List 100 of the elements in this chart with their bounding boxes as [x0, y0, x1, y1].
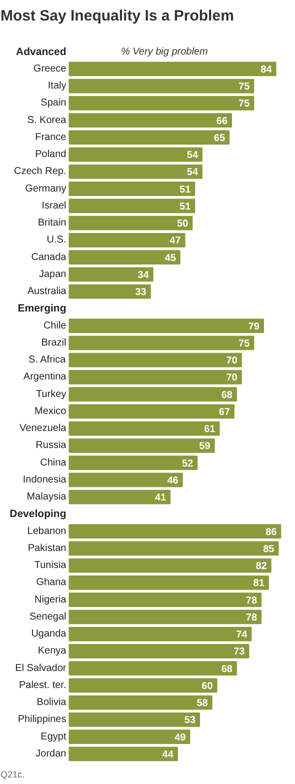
chart-title: Most Say Inequality Is a Problem — [0, 8, 234, 24]
y-tick-label: Spain — [40, 98, 66, 109]
data-label: 78 — [246, 612, 258, 624]
y-tick-label: Pakistan — [28, 542, 66, 554]
bar — [68, 472, 183, 488]
y-tick-label: France — [35, 132, 67, 143]
bar — [68, 130, 230, 145]
y-tick-label: Uganda — [31, 628, 67, 640]
text: Q21c. — [0, 770, 25, 780]
data-label: 60 — [202, 680, 214, 692]
data-label: 46 — [167, 475, 179, 486]
bar — [68, 232, 186, 248]
bar — [68, 438, 215, 453]
bar — [68, 524, 282, 538]
bar — [68, 558, 272, 573]
y-tick-label: S. Korea — [27, 114, 67, 126]
bar — [68, 695, 212, 710]
data-label: 81 — [253, 578, 265, 590]
data-label: 41 — [154, 492, 166, 504]
data-label: 70 — [226, 372, 238, 384]
bar — [68, 96, 254, 110]
bar — [68, 164, 203, 179]
bar — [68, 575, 269, 590]
bar — [68, 250, 180, 264]
data-label: 54 — [186, 167, 198, 178]
y-tick-label: El Salvador — [15, 662, 67, 674]
data-label: 73 — [234, 646, 246, 658]
y-tick-label: U.S. — [46, 234, 66, 246]
bar — [68, 661, 237, 676]
data-label: 33 — [135, 287, 147, 298]
data-label: 85 — [263, 544, 275, 555]
data-label: 51 — [180, 201, 192, 212]
bar — [68, 404, 234, 419]
y-tick-label: Lebanon — [27, 526, 66, 537]
data-label: 47 — [170, 236, 182, 247]
bar — [68, 490, 171, 504]
data-label: 61 — [204, 424, 216, 436]
data-label: 68 — [221, 664, 233, 675]
bar — [68, 678, 218, 693]
bar — [68, 370, 242, 384]
y-tick-label: Nigeria — [34, 594, 67, 606]
data-label: 65 — [214, 132, 226, 144]
data-label: 79 — [248, 321, 260, 332]
data-label: 84 — [260, 64, 272, 76]
chart-subtitle: % Very big problem — [120, 46, 208, 58]
y-tick-label: Argentina — [23, 372, 67, 383]
bar — [68, 62, 276, 76]
y-tick-label: Mexico — [34, 406, 67, 417]
data-label: 53 — [184, 715, 196, 726]
data-label: 78 — [246, 595, 258, 606]
y-tick-label: Turkey — [36, 388, 66, 400]
y-tick-label: Senegal — [30, 611, 66, 622]
y-tick-label: Canada — [31, 252, 67, 263]
data-label: 68 — [221, 390, 233, 401]
bar — [68, 626, 252, 642]
bar — [68, 198, 196, 214]
data-label: 66 — [216, 116, 228, 127]
y-tick-label: Malaysia — [26, 492, 67, 503]
bar — [68, 267, 154, 282]
data-label: 70 — [226, 356, 238, 367]
bar — [68, 284, 151, 299]
bar — [68, 78, 254, 94]
data-label: 52 — [182, 458, 194, 470]
bar — [68, 421, 220, 436]
data-label: 54 — [186, 150, 198, 162]
y-tick-label: Greece — [33, 63, 67, 74]
y-tick-label: Venezuela — [20, 423, 67, 434]
data-label: 67 — [218, 406, 230, 418]
y-tick-label: Palest. ter. — [18, 680, 66, 691]
data-label: 44 — [162, 749, 174, 760]
bar — [68, 182, 196, 196]
data-label: 75 — [238, 338, 250, 350]
data-label: 49 — [174, 732, 186, 744]
bar — [68, 712, 200, 727]
data-label: 82 — [256, 561, 268, 572]
bar — [68, 456, 198, 470]
bar — [68, 216, 193, 230]
y-tick-label: Kenya — [38, 646, 67, 657]
bar — [68, 352, 242, 368]
bar — [68, 387, 237, 402]
y-tick-label: Israel — [42, 200, 66, 212]
y-tick-label: Jordan — [36, 748, 66, 760]
bar — [68, 730, 190, 744]
bar — [68, 592, 262, 607]
y-tick-label: Italy — [48, 80, 66, 92]
data-label: 75 — [238, 98, 250, 110]
data-label: 74 — [236, 630, 248, 641]
bar — [68, 610, 262, 624]
y-tick-label: Czech Rep. — [14, 166, 66, 178]
data-label: 50 — [177, 218, 189, 230]
y-tick-label: Brazil — [41, 337, 66, 348]
data-label: 34 — [138, 270, 150, 281]
bar — [68, 336, 254, 350]
y-tick-label: Russia — [36, 440, 67, 452]
y-tick-label: Emerging — [18, 302, 66, 315]
y-tick-label: Chile — [43, 320, 67, 332]
y-tick-label: Bolivia — [36, 697, 67, 708]
bar — [68, 644, 250, 658]
y-tick-label: Australia — [27, 286, 67, 298]
y-tick-label: Advanced — [16, 46, 66, 58]
